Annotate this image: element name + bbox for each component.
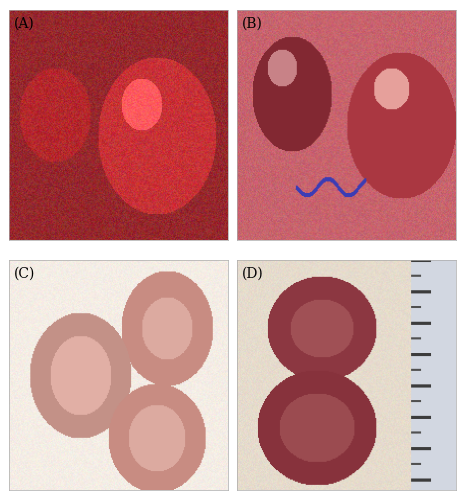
Text: (C): (C) <box>13 267 35 281</box>
Text: (B): (B) <box>241 17 262 31</box>
Text: (A): (A) <box>13 17 34 31</box>
Text: (D): (D) <box>241 267 263 281</box>
